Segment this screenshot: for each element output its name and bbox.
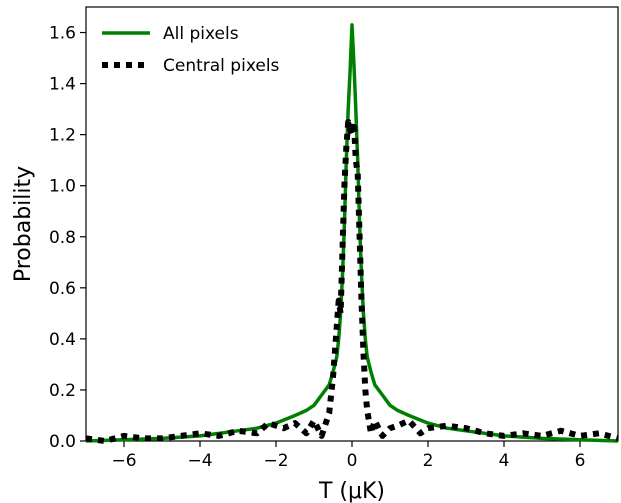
y-tick-label: 0.0 (49, 432, 76, 452)
series-layer (85, 23, 619, 444)
y-tick-label: 0.8 (49, 228, 76, 248)
series-line-central-pixels (85, 118, 619, 444)
x-axis-ticks: −6 −4 −2 0 2 4 6 (111, 441, 585, 471)
y-tick-label: 0.2 (49, 381, 76, 401)
y-tick-label: 1.2 (49, 126, 76, 146)
legend: All pixels Central pixels (102, 24, 280, 76)
x-tick-label: 0 (347, 451, 358, 471)
x-tick-label: 6 (575, 451, 586, 471)
y-tick-label: 0.6 (49, 279, 76, 299)
x-tick-label: −2 (263, 451, 288, 471)
y-tick-label: 1.6 (49, 24, 76, 44)
y-axis-label: Probability (11, 166, 36, 282)
series-line-all-pixels (85, 23, 619, 443)
x-tick-label: 4 (499, 451, 510, 471)
x-tick-label: −4 (187, 451, 212, 471)
y-tick-label: 1.4 (49, 75, 76, 95)
legend-label-central-pixels: Central pixels (163, 56, 280, 76)
y-tick-label: 0.4 (49, 330, 76, 350)
legend-label-all-pixels: All pixels (163, 24, 239, 44)
x-tick-label: 2 (423, 451, 434, 471)
x-axis-label: T (μK) (318, 479, 385, 503)
y-axis-ticks: 0.0 0.2 0.4 0.6 0.8 1.0 1.2 1.4 1.6 (49, 24, 86, 452)
y-tick-label: 1.0 (49, 177, 76, 197)
x-tick-label: −6 (111, 451, 136, 471)
